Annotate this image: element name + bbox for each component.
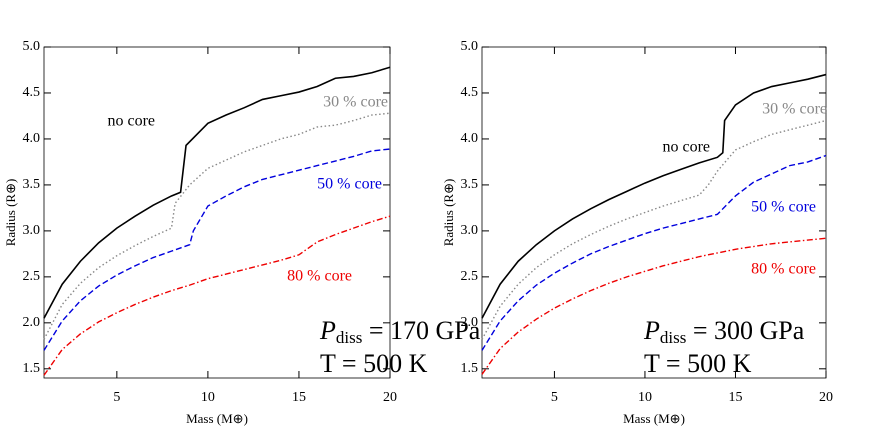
series-label: no core: [662, 139, 710, 156]
plot-frame: [43, 46, 391, 379]
y-tick-label: 3.0: [461, 223, 479, 238]
series-line: [481, 119, 827, 340]
y-tick-label: 3.5: [23, 177, 41, 192]
y-tick-label: 5.0: [23, 39, 41, 54]
series-line: [43, 112, 391, 340]
series-line: [481, 154, 827, 351]
y-tick-label: 1.5: [23, 361, 41, 376]
y-tick-label: 4.0: [461, 131, 479, 146]
y-tick-label: 1.5: [461, 361, 479, 376]
plot-frame: [481, 46, 827, 379]
y-tick-label: 4.0: [23, 131, 41, 146]
series-label: 50 % core: [751, 199, 816, 216]
x-tick-label: 5: [113, 390, 120, 405]
y-tick-label: 3.5: [461, 177, 479, 192]
annotation: T = 500 K: [320, 349, 428, 378]
y-tick-label: 2.5: [461, 269, 479, 284]
x-tick-label: 20: [383, 390, 397, 405]
series-label: 50 % core: [317, 176, 382, 193]
panel: 1.5 2.0 2.5 3.0 3.5 4.0 4.5 5.0 5 10 15 20 Mass (M⊕)…: [441, 39, 833, 426]
annotation-subscript: diss: [336, 328, 362, 347]
annotation-symbol: P: [643, 316, 660, 345]
series-label: 30 % core: [762, 101, 827, 118]
annotation: Pdiss = 300 GPa: [643, 316, 805, 347]
y-tick-label: 2.0: [461, 315, 479, 330]
annotation-subscript: diss: [660, 328, 686, 347]
series-line: [43, 215, 391, 376]
y-tick-label: 2.5: [23, 269, 41, 284]
panel: 1.5 2.0 2.5 3.0 3.5 4.0 4.5 5.0 5 10 15 20 Mass (M⊕)…: [3, 39, 481, 426]
series-label: 30 % core: [323, 94, 388, 111]
series-label: 80 % core: [751, 261, 816, 278]
x-tick-label: 20: [819, 390, 833, 405]
annotation-text: = 170 GPa: [362, 316, 480, 345]
x-tick-label: 15: [292, 390, 306, 405]
series-line: [43, 66, 391, 319]
x-tick-label: 15: [728, 390, 742, 405]
y-axis-label: Radius (R⊕): [3, 179, 18, 247]
x-tick-label: 5: [551, 390, 558, 405]
annotation: Pdiss = 170 GPa: [319, 316, 481, 347]
series-line: [481, 73, 827, 319]
y-axis-label: Radius (R⊕): [441, 179, 456, 247]
y-tick-label: 4.5: [23, 85, 41, 100]
x-tick-label: 10: [201, 390, 215, 405]
y-tick-label: 2.0: [23, 315, 41, 330]
series-line: [43, 148, 391, 351]
x-axis-label: Mass (M⊕): [186, 411, 248, 426]
annotation: T = 500 K: [644, 349, 752, 378]
y-tick-label: 4.5: [461, 85, 479, 100]
x-axis-label: Mass (M⊕): [623, 411, 685, 426]
series-label: 80 % core: [287, 268, 352, 285]
y-tick-label: 5.0: [461, 39, 479, 54]
y-tick-label: 3.0: [23, 223, 41, 238]
annotation-text: = 300 GPa: [686, 316, 804, 345]
x-tick-label: 10: [638, 390, 652, 405]
series-label: no core: [107, 113, 155, 130]
annotation-symbol: P: [319, 316, 336, 345]
